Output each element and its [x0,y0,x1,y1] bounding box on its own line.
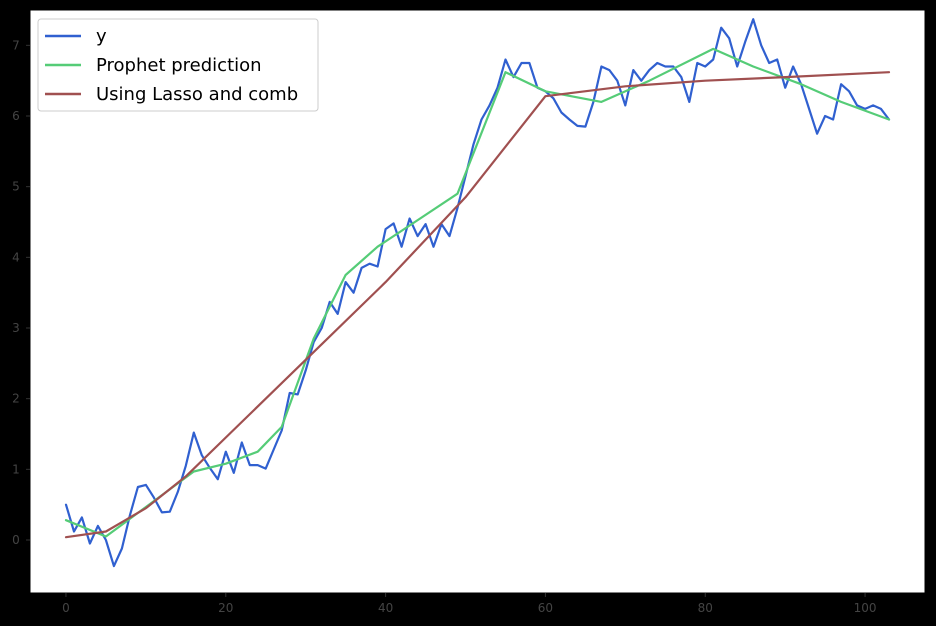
y-tick-label: 5 [12,180,20,194]
series-line-0 [64,18,891,568]
y-tick-label: 6 [12,109,20,123]
series-layer [64,18,891,568]
y-tick-label: 7 [12,38,20,52]
x-tick-label: 0 [62,601,70,615]
x-tick-label: 40 [378,601,393,615]
y-tick-label: 3 [12,321,20,335]
legend-label-2: Using Lasso and comb [96,84,298,105]
x-tick-label: 80 [698,601,713,615]
x-tick-label: 20 [218,601,233,615]
x-tick-label: 60 [538,601,553,615]
series-line-2 [64,71,891,539]
y-tick-label: 0 [12,533,20,547]
series-line-1 [64,47,891,538]
axes-layer: 0 20 40 60 80 100 0 1 2 3 4 5 6 7 [12,9,926,615]
legend-box [37,18,319,112]
y-tick-label: 1 [12,462,20,476]
plot-frame [29,9,926,594]
y-tick-label: 2 [12,392,20,406]
y-tick-label: 4 [12,250,20,264]
legend: y Prophet prediction Using Lasso and comb [37,18,319,112]
legend-label-0: y [96,26,107,47]
legend-label-1: Prophet prediction [96,55,262,76]
x-tick-label: 100 [854,601,877,615]
